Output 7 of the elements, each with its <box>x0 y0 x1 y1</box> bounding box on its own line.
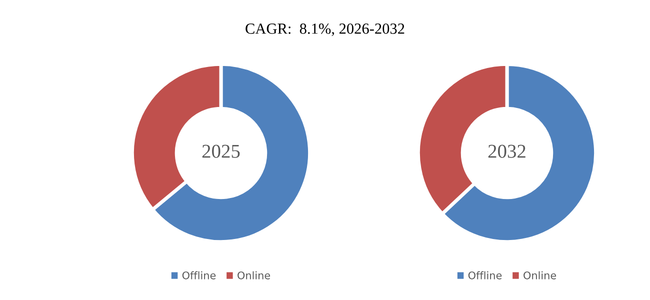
chart-title: CAGR: 8.1%, 2026-2032 <box>246 24 404 36</box>
legend-label: Online <box>524 271 556 280</box>
text: 2025 <box>202 144 240 158</box>
legend-label: Offline <box>182 271 216 280</box>
text: 2032 <box>488 144 526 158</box>
legend-label: Online <box>238 271 270 280</box>
legend-label: Offline <box>468 271 502 280</box>
